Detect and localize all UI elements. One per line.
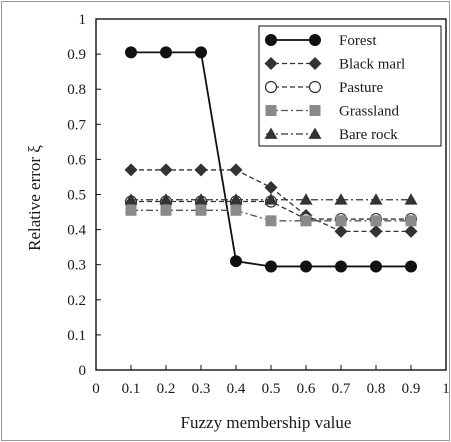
y-axis-title: Relative error ξ: [25, 145, 44, 251]
y-tick-label: 0.2: [67, 293, 86, 309]
x-tick-label: 0.2: [157, 381, 176, 397]
legend-marker-grassland: [309, 105, 321, 116]
series-grassland: [125, 204, 417, 227]
data-point-bare-rock: [124, 193, 138, 205]
data-point-black-marl: [124, 163, 138, 177]
series-layer: [124, 46, 418, 273]
data-point-black-marl: [404, 224, 418, 238]
x-tick-label: 0.5: [262, 381, 281, 397]
legend-marker-bare-rock: [308, 127, 322, 139]
series-forest: [125, 46, 417, 273]
data-point-bare-rock: [369, 193, 383, 205]
data-point-bare-rock: [299, 193, 313, 205]
y-tick-label: 0: [79, 363, 87, 379]
y-tick-label: 0.3: [67, 258, 86, 274]
series-bare-rock: [124, 193, 418, 205]
legend-marker-grassland: [265, 105, 277, 116]
legend-marker-black-marl: [308, 57, 322, 70]
data-point-forest: [125, 46, 137, 59]
legend-marker-pasture: [308, 80, 322, 94]
x-tick-label: 0.3: [192, 381, 211, 397]
data-point-grassland: [335, 215, 347, 227]
data-point-forest: [300, 260, 312, 273]
data-point-black-marl: [194, 163, 208, 177]
y-axis: 0 0.1 0.2 0.3 0.4 0.5 0.6 0.7 0.8 0.9 1: [67, 12, 101, 379]
legend-marker-pasture: [264, 80, 278, 94]
x-tick-label: 0.1: [122, 381, 141, 397]
x-tick-label: 0.9: [402, 381, 421, 397]
data-point-grassland: [230, 204, 242, 216]
data-point-forest: [265, 260, 277, 273]
legend-label-black-marl: Black marl: [339, 57, 405, 73]
data-point-bare-rock: [404, 193, 418, 205]
data-point-forest: [370, 260, 382, 273]
y-tick-label: 1: [79, 12, 87, 28]
data-point-bare-rock: [159, 193, 173, 205]
data-point-black-marl: [334, 224, 348, 238]
x-tick-label: 1: [442, 381, 450, 397]
y-tick-label: 0.5: [67, 188, 86, 204]
legend-label-bare-rock: Bare rock: [339, 127, 398, 143]
data-point-grassland: [370, 215, 382, 227]
legend-marker-forest: [265, 34, 277, 46]
data-point-bare-rock: [194, 193, 208, 205]
y-tick-label: 0.8: [67, 82, 86, 98]
data-point-bare-rock: [264, 193, 278, 205]
data-point-bare-rock: [229, 193, 243, 205]
data-point-forest: [230, 255, 242, 268]
x-axis-title: Fuzzy membership value: [181, 413, 352, 432]
data-point-black-marl: [369, 224, 383, 238]
data-point-forest: [335, 260, 347, 273]
data-point-grassland: [125, 204, 137, 216]
legend-label-pasture: Pasture: [339, 80, 384, 96]
x-tick-label: 0.4: [227, 381, 246, 397]
legend-box: [258, 25, 442, 147]
data-point-grassland: [265, 215, 277, 227]
data-point-grassland: [300, 215, 312, 227]
data-point-grassland: [160, 204, 172, 216]
legend: Forest Black marl Pasture Grassland Bare roc…: [258, 25, 442, 147]
data-point-grassland: [405, 215, 417, 227]
legend-marker-bare-rock: [264, 127, 278, 139]
data-point-black-marl: [264, 180, 278, 194]
data-point-black-marl: [229, 163, 243, 177]
y-tick-label: 0.6: [67, 152, 86, 168]
legend-marker-black-marl: [264, 57, 278, 70]
y-tick-label: 0.7: [67, 117, 86, 133]
x-tick-label: 0: [92, 381, 100, 397]
x-tick-label: 0.8: [367, 381, 386, 397]
data-point-grassland: [195, 204, 207, 216]
x-tick-label: 0.7: [332, 381, 351, 397]
data-point-black-marl: [159, 163, 173, 177]
x-axis: 0 0.1 0.2 0.3 0.4 0.5 0.6 0.7 0.8 0.9 1: [92, 365, 450, 397]
y-tick-label: 0.1: [67, 328, 86, 344]
legend-label-forest: Forest: [339, 33, 377, 49]
x-tick-label: 0.6: [297, 381, 316, 397]
legend-marker-forest: [309, 34, 321, 46]
data-point-bare-rock: [334, 193, 348, 205]
y-tick-label: 0.9: [67, 47, 86, 63]
data-point-forest: [405, 260, 417, 273]
data-point-forest: [160, 46, 172, 59]
legend-label-grassland: Grassland: [339, 104, 399, 120]
data-point-forest: [195, 46, 207, 59]
y-tick-label: 0.4: [67, 223, 86, 239]
